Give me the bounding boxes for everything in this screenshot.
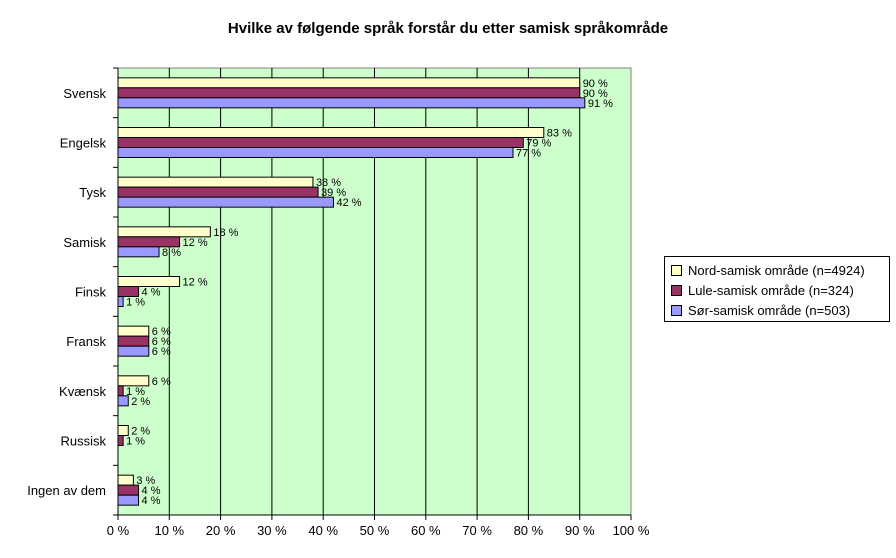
data-label: 8 % <box>162 247 181 259</box>
x-tick-label: 90 % <box>565 523 595 538</box>
legend-label: Nord-samisk område (n=4924) <box>688 262 865 278</box>
bar <box>117 286 140 297</box>
data-label: 3 % <box>136 475 155 487</box>
bar <box>117 236 181 248</box>
bar <box>117 296 124 307</box>
bar <box>117 246 160 258</box>
bar <box>117 375 150 387</box>
category-label: Tysk <box>79 185 106 200</box>
data-label: 2 % <box>131 396 150 408</box>
data-label: 1 % <box>126 436 145 448</box>
x-tick-label: 10 % <box>154 523 184 538</box>
bar <box>117 226 211 238</box>
data-label: 18 % <box>213 227 238 239</box>
legend-item: Sør-samisk område (n=503) <box>671 300 889 320</box>
bar <box>117 97 586 109</box>
data-label: 90 % <box>583 88 608 100</box>
bar <box>117 484 140 496</box>
data-label: 1 % <box>126 297 145 309</box>
chart-title: Hvilke av følgende språk forstår du ette… <box>227 20 669 37</box>
bar <box>117 176 314 188</box>
bar <box>117 137 524 148</box>
legend-item: Nord-samisk område (n=4924) <box>671 260 889 280</box>
x-tick-label: 0 % <box>107 523 130 538</box>
legend-item: Lule-samisk område (n=324) <box>671 280 889 300</box>
bar <box>117 127 545 138</box>
legend-swatch <box>671 284 682 296</box>
data-label: 6 % <box>152 346 171 358</box>
category-label: Svensk <box>63 86 106 101</box>
category-label: Finsk <box>75 285 107 300</box>
bar <box>117 395 129 407</box>
data-label: 77 % <box>516 148 541 160</box>
bar <box>117 325 150 337</box>
data-label: 2 % <box>131 426 150 438</box>
bar <box>117 276 181 287</box>
data-label: 1 % <box>126 386 145 398</box>
data-label: 4 % <box>142 495 161 507</box>
category-label: Kvænsk <box>59 384 106 399</box>
bar <box>117 474 134 486</box>
x-tick-label: 60 % <box>411 523 441 538</box>
data-label: 91 % <box>588 98 613 110</box>
data-label: 12 % <box>183 277 208 289</box>
legend-swatch <box>671 264 682 276</box>
data-label: 90 % <box>583 78 608 90</box>
bar <box>117 385 124 397</box>
x-tick-label: 30 % <box>257 523 287 538</box>
bar <box>117 147 514 158</box>
bar <box>117 77 581 89</box>
data-label: 38 % <box>316 177 341 189</box>
legend-label: Sør-samisk område (n=503) <box>688 302 851 318</box>
data-label: 6 % <box>152 376 171 388</box>
x-tick-label: 80 % <box>514 523 544 538</box>
category-label: Russisk <box>60 434 106 449</box>
data-label: 39 % <box>321 187 346 199</box>
data-label: 6 % <box>152 336 171 348</box>
category-label: Engelsk <box>60 136 107 151</box>
legend-label: Lule-samisk område (n=324) <box>688 282 854 298</box>
x-tick-label: 50 % <box>360 523 390 538</box>
category-label: Fransk <box>66 334 106 349</box>
bar <box>117 425 129 436</box>
data-label: 83 % <box>547 128 572 140</box>
data-label: 4 % <box>142 287 161 299</box>
x-tick-label: 70 % <box>462 523 492 538</box>
bar <box>117 345 150 357</box>
legend: Nord-samisk område (n=4924) Lule-samisk o… <box>664 256 890 322</box>
bar <box>117 435 124 446</box>
bar <box>117 196 334 208</box>
data-label: 6 % <box>152 326 171 338</box>
legend-swatch <box>671 304 682 316</box>
data-label: 4 % <box>142 485 161 497</box>
data-label: 12 % <box>183 237 208 249</box>
bar <box>117 87 581 99</box>
bar <box>117 494 140 506</box>
category-label: Samisk <box>63 235 106 250</box>
x-tick-label: 20 % <box>206 523 236 538</box>
bar <box>117 186 319 198</box>
data-label: 79 % <box>526 138 551 150</box>
bar <box>117 335 150 347</box>
category-label: Ingen av dem <box>27 483 106 498</box>
x-tick-label: 100 % <box>613 523 650 538</box>
x-tick-label: 40 % <box>308 523 338 538</box>
data-label: 42 % <box>336 197 361 209</box>
